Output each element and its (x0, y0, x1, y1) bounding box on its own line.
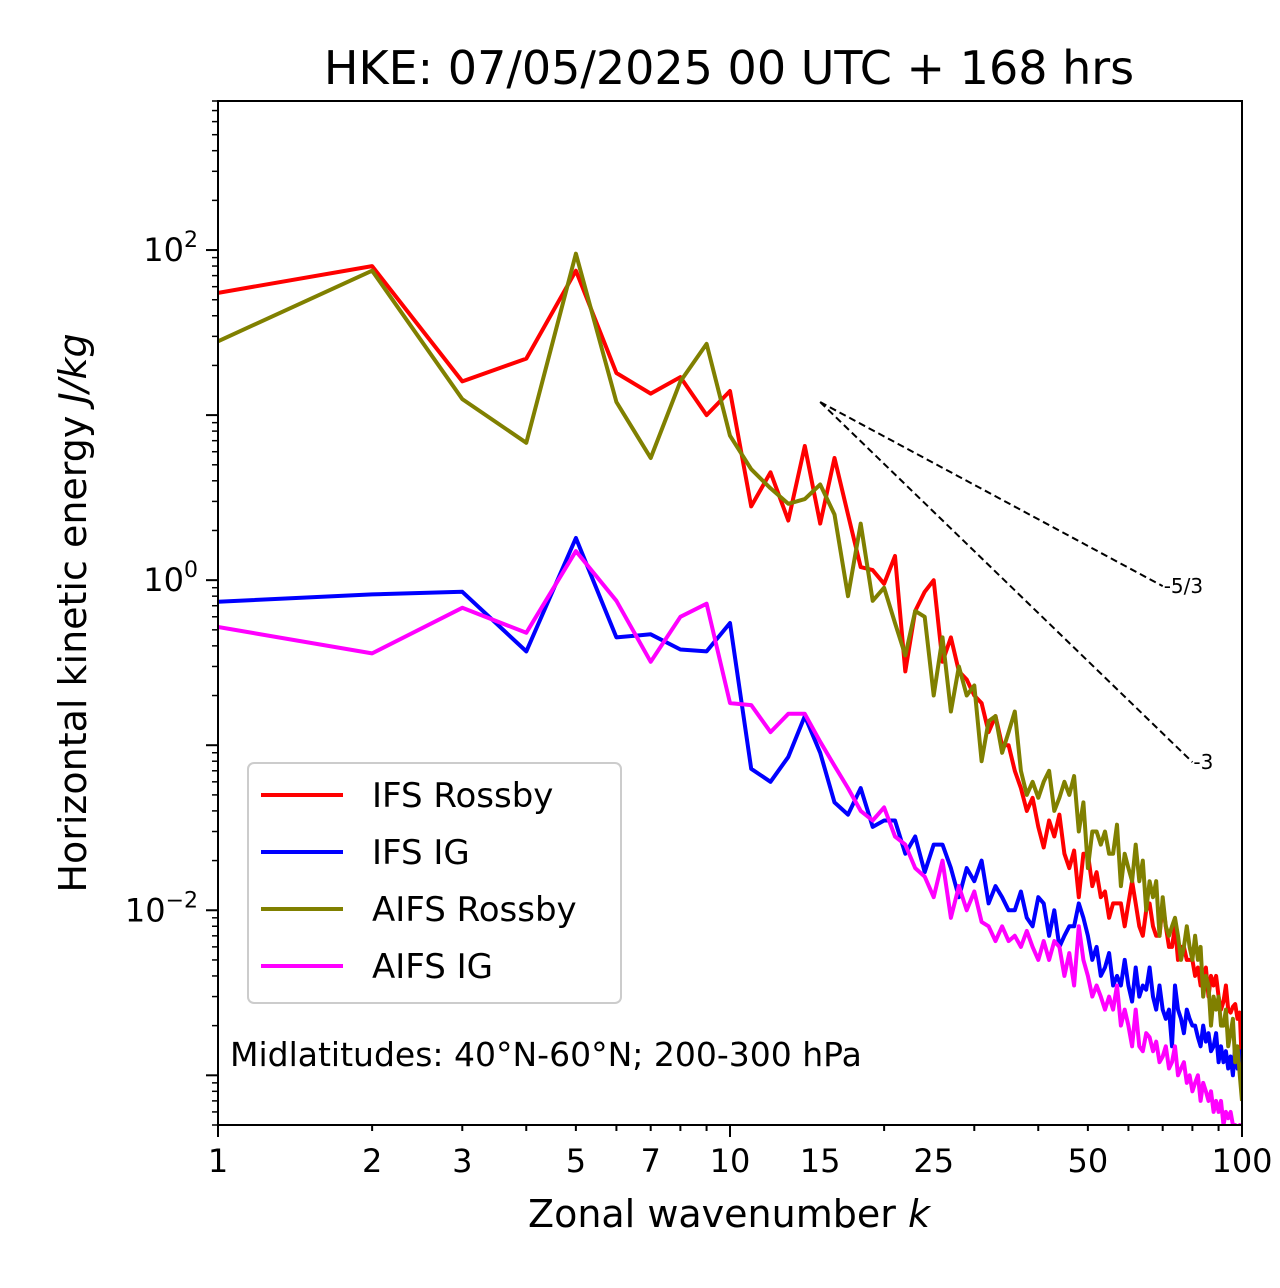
x-tick-label: 1 (208, 1142, 228, 1180)
x-axis-ticks: 1 2 3 5 7 10 15 25 50 100 (208, 1125, 1273, 1180)
x-tick-label: 2 (362, 1142, 382, 1180)
reference-slope-line-1 (819, 401, 1164, 588)
x-tick-label: 100 (1211, 1142, 1272, 1180)
x-tick-label: 5 (566, 1142, 586, 1180)
x-tick-label: 25 (913, 1142, 954, 1180)
reference-slope-line-2 (819, 401, 1194, 763)
y-axis-label: Horizontal kinetic energy J/kg (51, 333, 95, 892)
y-tick-label: 102 (143, 228, 198, 269)
legend-label-aifs-rossby: AIFS Rossby (372, 890, 577, 930)
series-line-aifs-ig (218, 549, 1242, 1125)
series-line-aifs-rossby (218, 251, 1242, 1102)
legend-label-ifs-rossby: IFS Rossby (372, 776, 553, 816)
x-tick-label: 10 (710, 1142, 751, 1180)
x-tick-label: 3 (452, 1142, 472, 1180)
legend-label-aifs-ig: AIFS IG (372, 947, 493, 987)
legend-box (247, 762, 622, 1004)
region-annotation: Midlatitudes: 40°N-60°N; 200-300 hPa (230, 1035, 862, 1074)
x-tick-label: 7 (641, 1142, 661, 1180)
reference-slope-label-1: -5/3 (1164, 574, 1203, 598)
series-layer (218, 251, 1242, 1125)
x-axis-label: Zonal wavenumber k (528, 1192, 932, 1236)
legend-label-ifs-ig: IFS IG (372, 833, 470, 873)
x-tick-label: 15 (800, 1142, 841, 1180)
legend: IFS Rossby IFS IG AIFS Rossby AIFS IG (247, 762, 622, 1004)
chart-title: HKE: 07/05/2025 00 UTC + 168 hrs (324, 41, 1134, 95)
y-tick-label: 10−2 (125, 888, 198, 929)
y-axis-ticks: 10−2 100 102 (125, 100, 218, 1126)
x-tick-label: 50 (1068, 1142, 1109, 1180)
reference-slope-label-2: -3 (1193, 750, 1213, 774)
reference-slopes: -5/3 -3 (819, 401, 1213, 774)
y-tick-label: 100 (143, 558, 198, 599)
